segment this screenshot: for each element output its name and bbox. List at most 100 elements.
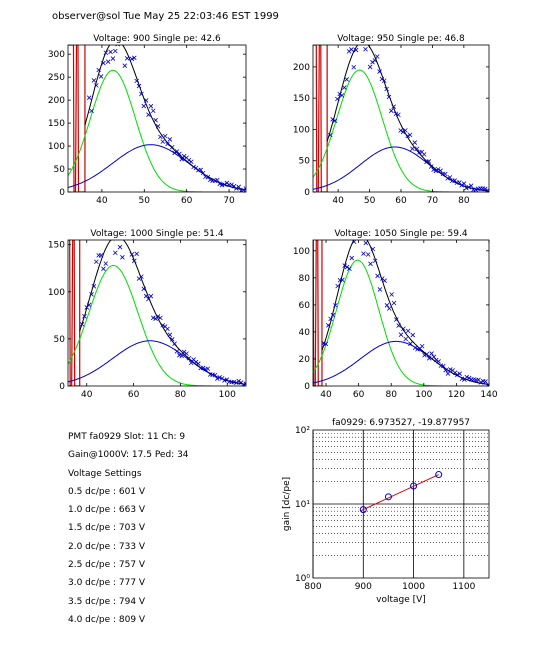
- voltage-setting: 2.0 dc/pe : 733 V: [68, 541, 146, 552]
- data-point: [332, 118, 338, 123]
- data-point: [110, 56, 116, 61]
- data-point: [398, 128, 403, 133]
- data-point: [101, 266, 106, 272]
- data-point: [354, 220, 358, 224]
- data-point: [464, 374, 470, 380]
- data-point: [236, 184, 241, 190]
- y-tick-label: 200: [293, 63, 310, 73]
- data-point: [167, 137, 173, 142]
- y-tick-label: 100: [48, 142, 65, 152]
- data-point: [428, 164, 434, 169]
- data-point: [160, 322, 166, 328]
- total-fit-curve: [79, 240, 246, 385]
- data-point: [148, 293, 154, 299]
- data-point: [422, 352, 427, 358]
- data-point: [433, 357, 439, 363]
- data-point: [335, 96, 340, 102]
- data-point: [443, 367, 448, 373]
- data-point: [158, 315, 163, 321]
- voltage-setting: 3.0 dc/pe : 777 V: [68, 578, 146, 589]
- voltage-settings-title: Voltage Settings: [68, 468, 142, 479]
- data-point: [344, 77, 349, 82]
- data-point: [366, 28, 370, 32]
- data-point: [414, 146, 420, 152]
- data-point: [372, 58, 378, 63]
- gain-voltage-panel: 800 900 1000 1100 10⁰ 10¹ 10² fa0929: 6.973527,…: [282, 418, 490, 605]
- data-point: [82, 314, 87, 319]
- data-point: [391, 300, 397, 306]
- plot-frame: [312, 429, 490, 579]
- data-point: [146, 112, 151, 117]
- x-tick-label: 1000: [402, 582, 425, 592]
- data-point: [91, 78, 97, 83]
- panel-title: fa0929: 6.973527, -19.877957: [332, 418, 470, 428]
- data-point: [188, 360, 194, 366]
- data-point: [457, 180, 462, 185]
- y-tick-label: 100: [48, 288, 65, 298]
- data-point: [198, 167, 204, 173]
- data-point: [94, 259, 99, 265]
- data-point: [150, 108, 156, 114]
- data-point: [440, 363, 446, 369]
- data-point: [326, 323, 331, 328]
- y-tick-label: 40: [299, 328, 311, 338]
- data-point: [405, 133, 411, 139]
- data-point: [94, 83, 99, 88]
- data-point: [200, 365, 206, 371]
- data-point: [342, 263, 347, 268]
- data-point: [405, 328, 411, 334]
- data-point: [344, 264, 350, 270]
- data-point: [384, 86, 389, 92]
- x-tick-label: 60: [181, 196, 193, 206]
- data-point: [160, 139, 166, 144]
- data-point: [349, 255, 355, 261]
- data-point: [236, 378, 241, 384]
- y-tick-label: 100: [293, 125, 310, 135]
- data-point: [398, 332, 404, 337]
- data-point: [349, 47, 354, 52]
- y-tick-label: 250: [48, 73, 65, 83]
- data-point: [105, 59, 111, 64]
- data-point: [143, 98, 149, 103]
- data-point: [115, 45, 120, 47]
- data-point: [478, 380, 484, 385]
- plot-frame: [67, 44, 247, 193]
- data-point: [217, 374, 222, 380]
- data-point: [167, 332, 173, 338]
- x-tick-label: 140: [480, 390, 497, 400]
- data-point: [389, 108, 394, 114]
- data-point: [139, 91, 144, 97]
- y-tick-label: 300: [48, 50, 65, 60]
- data-point: [205, 366, 211, 372]
- data-point: [407, 132, 413, 138]
- data-point: [389, 292, 394, 297]
- data-point: [370, 246, 376, 252]
- single-pe-gaussian: [313, 69, 489, 192]
- data-point: [323, 341, 329, 347]
- data-point: [435, 166, 441, 172]
- data-point: [132, 55, 137, 61]
- data-point: [429, 351, 434, 356]
- y-tick-label: 80: [299, 274, 311, 284]
- data-point: [351, 240, 357, 245]
- data-point: [200, 170, 206, 176]
- data-point: [374, 54, 380, 59]
- data-point: [426, 159, 432, 164]
- total-fit-curve: [326, 45, 489, 192]
- data-point: [410, 146, 415, 151]
- single-pe-gaussian: [313, 259, 489, 386]
- data-point: [387, 306, 392, 311]
- histogram-panel-1: 40 50 60 70 0 50 100 150 200 250 300 Voltage: 900 S…: [48, 34, 247, 206]
- x-tick-label: 1100: [452, 582, 475, 592]
- data-point: [339, 93, 345, 98]
- data-point: [188, 159, 194, 165]
- data-point: [112, 250, 118, 256]
- data-point: [485, 383, 489, 386]
- data-point: [141, 103, 147, 109]
- data-point: [372, 258, 378, 264]
- data-point: [431, 354, 437, 360]
- y-tick-label: 0: [59, 188, 65, 198]
- data-point: [96, 67, 101, 73]
- x-tick-label: 800: [304, 582, 321, 592]
